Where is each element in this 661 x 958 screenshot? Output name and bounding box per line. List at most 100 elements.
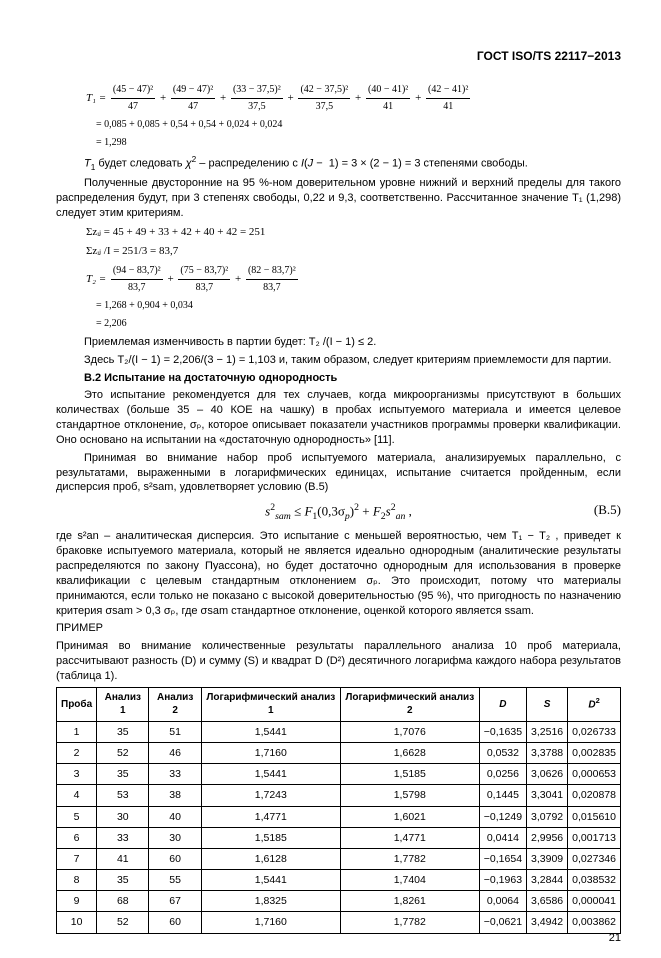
table-cell: 52 xyxy=(97,912,149,933)
table-cell: 2,9956 xyxy=(527,827,568,848)
table-cell: 68 xyxy=(97,891,149,912)
t2-expanded: = 1,268 + 0,904 + 0,034 xyxy=(96,298,621,314)
table-cell: 3,0792 xyxy=(527,806,568,827)
table-cell: 0,000653 xyxy=(568,764,621,785)
table-cell: 1,5798 xyxy=(340,785,479,806)
table-cell: 3,2844 xyxy=(527,870,568,891)
table-cell: −0,1963 xyxy=(479,870,526,891)
table-cell: 8 xyxy=(57,870,97,891)
fraction-term: (82 − 83,7)²83,7 xyxy=(246,263,298,296)
table-header: Проба xyxy=(57,687,97,721)
table-cell: 1,5185 xyxy=(340,764,479,785)
table-cell: 3,3041 xyxy=(527,785,568,806)
table-row: 135511,54411,7076−0,16353,25160,026733 xyxy=(57,721,621,742)
table-row: 741601,61281,7782−0,16543,39090,027346 xyxy=(57,848,621,869)
table-cell: 30 xyxy=(149,827,201,848)
table-row: 530401,47711,6021−0,12493,07920,015610 xyxy=(57,806,621,827)
table-cell: −0,0621 xyxy=(479,912,526,933)
table-cell: 60 xyxy=(149,912,201,933)
table-row: 968671,83251,82610,00643,65860,000041 xyxy=(57,891,621,912)
table-cell: 1,4771 xyxy=(201,806,340,827)
table-cell: 67 xyxy=(149,891,201,912)
table-cell: 35 xyxy=(97,764,149,785)
table-cell: 0,0256 xyxy=(479,764,526,785)
para-8: Принимая во внимание количественные резу… xyxy=(56,639,621,684)
fraction-term: (42 − 41)²41 xyxy=(426,82,470,115)
table-cell: 53 xyxy=(97,785,149,806)
table-row: 453381,72431,57980,14453,30410,020878 xyxy=(57,785,621,806)
table-row: 633301,51851,47710,04142,99560,001713 xyxy=(57,827,621,848)
table-cell: 1,4771 xyxy=(340,827,479,848)
table-cell: 0,000041 xyxy=(568,891,621,912)
para-5: Это испытание рекомендуется для тех случ… xyxy=(56,388,621,447)
table-cell: 35 xyxy=(97,721,149,742)
table-cell: 46 xyxy=(149,743,201,764)
table-cell: 7 xyxy=(57,848,97,869)
table-cell: 3,3788 xyxy=(527,743,568,764)
table-row: 252461,71601,66280,05323,37880,002835 xyxy=(57,743,621,764)
table-header: Логарифмический анализ 1 xyxy=(201,687,340,721)
fraction-term: (45 − 47)²47 xyxy=(111,82,155,115)
table-cell: 2 xyxy=(57,743,97,764)
table-cell: 1,8261 xyxy=(340,891,479,912)
t1-expanded: = 0,085 + 0,085 + 0,54 + 0,54 + 0,024 + … xyxy=(96,117,621,133)
table-cell: 1,6628 xyxy=(340,743,479,764)
sum1: Σzᵢⱼ = 45 + 49 + 33 + 42 + 40 + 42 = 251 xyxy=(86,224,621,242)
table-cell: 51 xyxy=(149,721,201,742)
table-cell: 0,0532 xyxy=(479,743,526,764)
t2-result: = 2,206 xyxy=(96,316,621,332)
table-cell: 1,5441 xyxy=(201,870,340,891)
fraction-term: (94 − 83,7)²83,7 xyxy=(111,263,163,296)
table-cell: 3,4942 xyxy=(527,912,568,933)
table-cell: 1,8325 xyxy=(201,891,340,912)
para-1: T1 будет следовать χ2 – распределению с … xyxy=(56,154,621,173)
table-cell: 1,6128 xyxy=(201,848,340,869)
table-cell: 0,026733 xyxy=(568,721,621,742)
table-cell: 3 xyxy=(57,764,97,785)
table-cell: 5 xyxy=(57,806,97,827)
t2-lhs: T₂ = xyxy=(86,273,106,285)
table-cell: 6 xyxy=(57,827,97,848)
table-cell: 1,5185 xyxy=(201,827,340,848)
table-cell: 0,027346 xyxy=(568,848,621,869)
table-cell: 0,002835 xyxy=(568,743,621,764)
eq-b5-num: (B.5) xyxy=(594,501,621,519)
fraction-term: (75 − 83,7)²83,7 xyxy=(178,263,230,296)
table-cell: 1,7076 xyxy=(340,721,479,742)
heading-b2: B.2 Испытание на достаточную однородност… xyxy=(56,371,621,386)
fraction-term: (40 − 41)²41 xyxy=(366,82,410,115)
table-cell: 52 xyxy=(97,743,149,764)
table-cell: 1 xyxy=(57,721,97,742)
table-cell: 1,7782 xyxy=(340,912,479,933)
sum2: Σzᵢⱼ /I = 251/3 = 83,7 xyxy=(86,243,621,261)
table-cell: −0,1249 xyxy=(479,806,526,827)
table-cell: 1,6021 xyxy=(340,806,479,827)
table-cell: 1,7243 xyxy=(201,785,340,806)
table-cell: 0,0064 xyxy=(479,891,526,912)
table-cell: 0,0414 xyxy=(479,827,526,848)
table-cell: 33 xyxy=(97,827,149,848)
table-cell: 1,7782 xyxy=(340,848,479,869)
table-cell: 0,001713 xyxy=(568,827,621,848)
table-cell: 1,7160 xyxy=(201,912,340,933)
para-7: где s²an – аналитическая дисперсия. Это … xyxy=(56,529,621,618)
doc-id: ГОСТ ISO/TS 22117−2013 xyxy=(56,48,621,64)
table-row: 835551,54411,7404−0,19633,28440,038532 xyxy=(57,870,621,891)
table-cell: 1,7404 xyxy=(340,870,479,891)
table-header: Анализ 1 xyxy=(97,687,149,721)
table-row: 1052601,71601,7782−0,06213,49420,003862 xyxy=(57,912,621,933)
table-header: D2 xyxy=(568,687,621,721)
table-cell: 40 xyxy=(149,806,201,827)
t1-result: = 1,298 xyxy=(96,135,621,151)
page-number: 21 xyxy=(609,931,621,946)
para-4: Здесь T₂/(I − 1) = 2,206/(3 − 1) = 1,103… xyxy=(56,353,621,368)
table-header: S xyxy=(527,687,568,721)
table-cell: 60 xyxy=(149,848,201,869)
para-3: Приемлемая изменчивость в партии будет: … xyxy=(56,335,621,350)
table-cell: 4 xyxy=(57,785,97,806)
table-cell: 0,020878 xyxy=(568,785,621,806)
para-2: Полученные двусторонние на 95 %-ном дове… xyxy=(56,176,621,221)
table-cell: 0,1445 xyxy=(479,785,526,806)
table-cell: 38 xyxy=(149,785,201,806)
table-cell: −0,1654 xyxy=(479,848,526,869)
